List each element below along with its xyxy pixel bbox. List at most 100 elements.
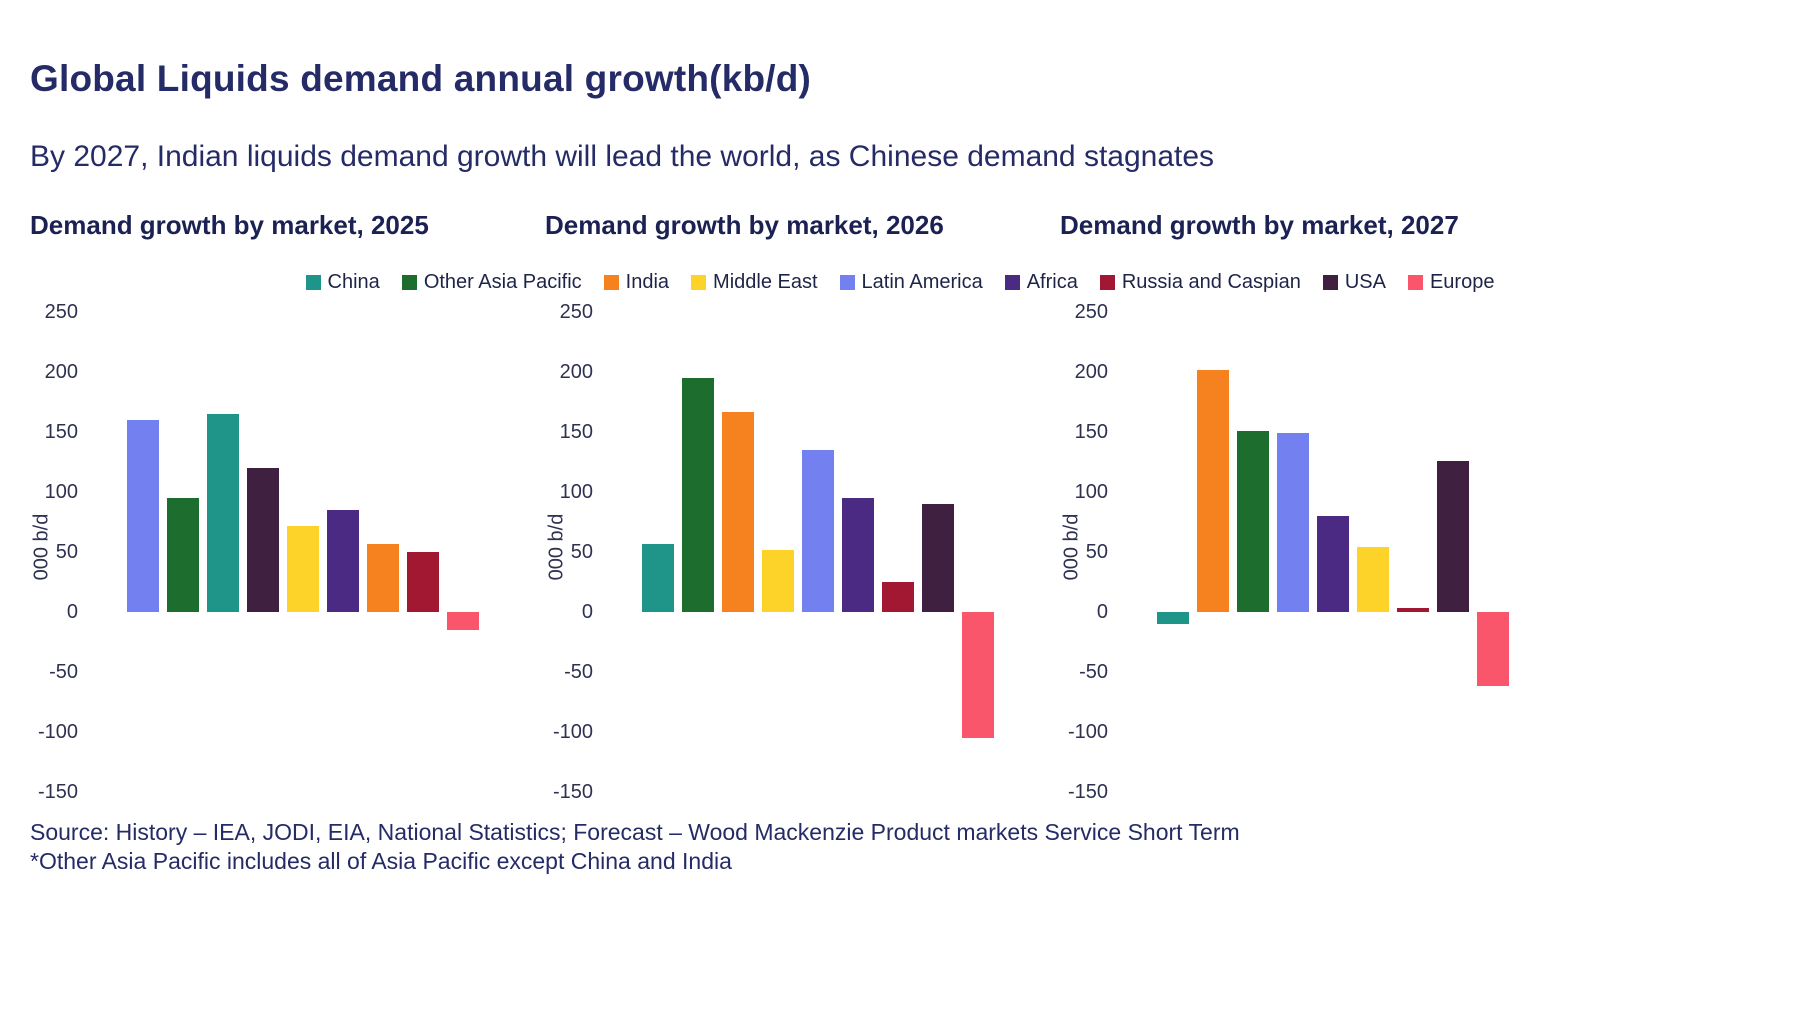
y-tick-label: 200	[44, 361, 78, 383]
source-block: Source: History – IEA, JODI, EIA, Nation…	[30, 818, 1770, 876]
y-tick-label: 150	[44, 421, 78, 443]
other-asia-pacific-swatch-icon	[401, 275, 417, 290]
page-title: Global Liquids demand annual growth(kb/d…	[30, 58, 812, 99]
bar-other-asia-pacific	[1237, 430, 1269, 612]
y-axis: 250 200 150 100 50 0 -50 -100 -150	[30, 301, 78, 803]
legend-label: Europe	[1429, 271, 1495, 293]
legend-label: USA	[1344, 271, 1386, 293]
bar-africa	[1317, 516, 1349, 612]
bar-latin-america	[1277, 433, 1309, 612]
bar-china	[642, 543, 674, 612]
y-tick-label: -100	[37, 721, 78, 743]
legend-item-other-asia-pacific: Other Asia Pacific	[401, 271, 582, 294]
legend-item-latin-america: Latin America	[839, 271, 983, 294]
chart-2025: 000 b/d 250 200 150 100 50 0 -50 -100 -150	[30, 301, 545, 804]
china-swatch-icon	[305, 275, 321, 290]
chart-legend: China Other Asia Pacific India Middle East L…	[30, 271, 1770, 294]
y-tick-label: -100	[1067, 721, 1108, 743]
legend-item-usa: USA	[1322, 271, 1386, 294]
india-swatch-icon	[603, 275, 619, 290]
bar-latin-america	[802, 450, 834, 612]
bar-russia-and-caspian	[1397, 608, 1429, 612]
y-axis: 250 200 150 100 50 0 -50 -100 -150	[1060, 301, 1108, 803]
legend-label: India	[625, 271, 670, 293]
bar-india	[367, 543, 399, 612]
bar-russia-and-caspian	[882, 582, 914, 612]
y-tick-label: 100	[559, 481, 593, 503]
y-tick-label: 0	[1096, 601, 1108, 623]
legend-label: Middle East	[713, 271, 818, 293]
russia-and-caspian-swatch-icon	[1099, 275, 1115, 290]
y-tick-label: 0	[66, 601, 78, 623]
chart-titles-row: Demand growth by market, 2025 Demand gro…	[30, 210, 1770, 241]
legend-label: Other Asia Pacific	[423, 271, 582, 293]
y-tick-label: -50	[49, 661, 78, 683]
legend-item-russia-and-caspian: Russia and Caspian	[1099, 271, 1301, 294]
y-tick-label: 50	[55, 541, 78, 563]
legend-item-china: China	[305, 271, 380, 294]
y-tick-label: 150	[559, 421, 593, 443]
y-tick-label: 50	[1085, 541, 1108, 563]
bar-africa	[842, 498, 874, 612]
europe-swatch-icon	[1407, 275, 1423, 290]
y-tick-label: 250	[44, 301, 78, 323]
y-tick-label: -50	[564, 661, 593, 683]
bar-middle-east	[1357, 547, 1389, 612]
y-tick-label: 150	[1074, 421, 1108, 443]
legend-item-india: India	[603, 271, 670, 294]
middle-east-swatch-icon	[691, 275, 707, 290]
footnote: *Other Asia Pacific includes all of Asia…	[30, 848, 732, 874]
y-tick-label: 100	[1074, 481, 1108, 503]
y-tick-label: 50	[570, 541, 593, 563]
bar-russia-and-caspian	[407, 552, 439, 612]
bar-china	[1157, 612, 1189, 624]
bar-other-asia-pacific	[167, 498, 199, 612]
bar-latin-america	[127, 420, 159, 612]
y-tick-label: 200	[1074, 361, 1108, 383]
bar-usa	[1437, 460, 1469, 612]
y-axis: 250 200 150 100 50 0 -50 -100 -150	[545, 301, 593, 803]
bar-china	[207, 414, 239, 612]
y-tick-label: 0	[581, 601, 593, 623]
plot-area	[127, 312, 517, 792]
chart-2026: 000 b/d 250 200 150 100 50 0 -50 -100 -150	[545, 301, 1060, 804]
y-tick-label: -150	[552, 781, 593, 803]
y-tick-label: -150	[37, 781, 78, 803]
chart-2027: 000 b/d 250 200 150 100 50 0 -50 -100 -150	[1060, 301, 1575, 804]
africa-swatch-icon	[1004, 275, 1020, 290]
bar-middle-east	[762, 549, 794, 612]
legend-label: Russia and Caspian	[1121, 271, 1301, 293]
usa-swatch-icon	[1322, 275, 1338, 290]
y-tick-label: -100	[552, 721, 593, 743]
legend-label: Africa	[1026, 271, 1078, 293]
bar-india	[722, 411, 754, 612]
y-tick-label: 250	[559, 301, 593, 323]
bar-middle-east	[287, 525, 319, 612]
page-subtitle: By 2027, Indian liquids demand growth wi…	[30, 140, 1215, 173]
bar-europe	[1477, 612, 1509, 687]
latin-america-swatch-icon	[839, 275, 855, 290]
charts-row: 000 b/d 250 200 150 100 50 0 -50 -100 -150 000 b/d…	[30, 301, 1770, 804]
bar-europe	[962, 612, 994, 738]
y-tick-label: -150	[1067, 781, 1108, 803]
legend-label: China	[327, 271, 380, 293]
y-tick-label: 100	[44, 481, 78, 503]
chart-title-2026: Demand growth by market, 2026	[545, 210, 944, 240]
plot-area	[1157, 312, 1547, 792]
legend-item-europe: Europe	[1407, 271, 1495, 294]
legend-item-africa: Africa	[1004, 271, 1078, 294]
legend-label: Latin America	[861, 271, 983, 293]
bar-india	[1197, 369, 1229, 612]
chart-title-2025: Demand growth by market, 2025	[30, 210, 429, 240]
y-tick-label: 250	[1074, 301, 1108, 323]
bar-other-asia-pacific	[682, 378, 714, 612]
bar-usa	[247, 468, 279, 612]
bar-africa	[327, 510, 359, 612]
source-note: Source: History – IEA, JODI, EIA, Nation…	[30, 819, 1240, 845]
chart-title-2027: Demand growth by market, 2027	[1060, 210, 1459, 240]
bar-europe	[447, 612, 479, 630]
y-tick-label: 200	[559, 361, 593, 383]
legend-item-middle-east: Middle East	[691, 271, 818, 294]
plot-area	[642, 312, 1032, 792]
